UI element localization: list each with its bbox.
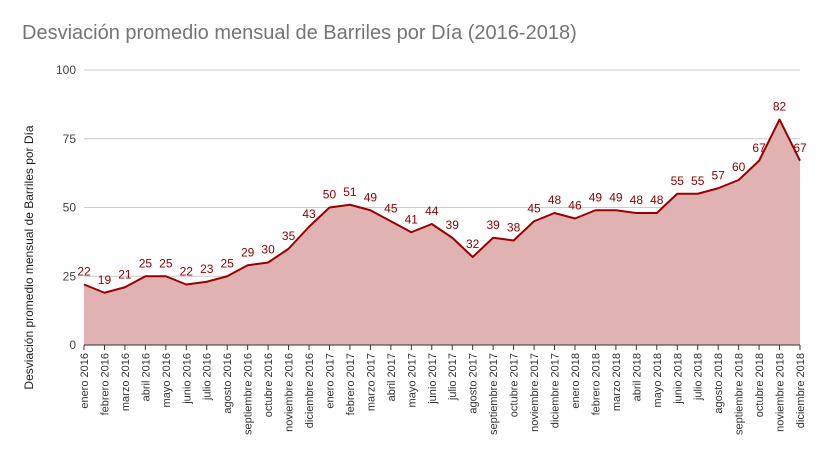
y-tick-label: 0 xyxy=(69,338,76,352)
data-label: 25 xyxy=(159,256,173,270)
x-tick-label: julio 2017 xyxy=(447,353,459,401)
x-tick-label: agosto 2016 xyxy=(222,353,234,414)
y-tick-label: 100 xyxy=(56,63,76,77)
x-tick-label: enero 2016 xyxy=(79,353,91,409)
x-tick-label: abril 2018 xyxy=(631,353,643,401)
data-label: 67 xyxy=(752,141,766,155)
x-tick-label: octubre 2017 xyxy=(509,353,521,417)
data-label: 49 xyxy=(364,190,378,204)
data-label: 30 xyxy=(261,243,275,257)
data-label: 82 xyxy=(773,100,787,114)
data-label: 22 xyxy=(180,265,194,279)
data-label: 25 xyxy=(139,256,153,270)
x-tick-label: mayo 2018 xyxy=(652,353,664,407)
data-label: 19 xyxy=(98,273,112,287)
data-label: 48 xyxy=(650,193,664,207)
data-label: 48 xyxy=(630,193,644,207)
x-tick-label: octubre 2016 xyxy=(263,353,275,417)
y-tick-label: 50 xyxy=(63,201,77,215)
chart-title: Desviación promedio mensual de Barriles … xyxy=(22,22,577,44)
data-label: 38 xyxy=(507,221,521,235)
x-tick-label: marzo 2018 xyxy=(611,353,623,411)
x-tick-label: marzo 2017 xyxy=(365,353,377,411)
data-label: 50 xyxy=(323,188,337,202)
data-label: 57 xyxy=(711,168,725,182)
data-label: 67 xyxy=(793,141,807,155)
data-label: 32 xyxy=(466,237,480,251)
x-tick-label: junio 2018 xyxy=(672,353,684,405)
x-tick-label: septiembre 2017 xyxy=(488,353,500,435)
x-tick-label: julio 2018 xyxy=(693,353,705,401)
x-tick-label: abril 2016 xyxy=(140,353,152,401)
x-tick-label: noviembre 2016 xyxy=(284,353,296,432)
data-label: 43 xyxy=(302,207,316,221)
data-label: 60 xyxy=(732,160,746,174)
area-fill xyxy=(84,119,800,345)
x-tick-label: noviembre 2018 xyxy=(775,353,787,432)
x-tick-label: febrero 2018 xyxy=(590,353,602,415)
data-label: 51 xyxy=(343,185,357,199)
x-tick-label: octubre 2018 xyxy=(754,353,766,417)
data-label: 23 xyxy=(200,262,214,276)
x-tick-label: junio 2017 xyxy=(427,353,439,405)
x-tick-label: diciembre 2018 xyxy=(795,353,807,428)
y-tick-label: 75 xyxy=(63,132,77,146)
x-tick-label: febrero 2017 xyxy=(345,353,357,415)
x-tick-label: septiembre 2016 xyxy=(243,353,255,435)
y-axis-title: Desviación promedio mensual de Barriles … xyxy=(22,125,36,389)
data-label: 25 xyxy=(221,256,235,270)
data-label: 45 xyxy=(527,201,541,215)
data-label: 55 xyxy=(691,174,705,188)
x-tick-label: febrero 2016 xyxy=(99,353,111,415)
x-tick-label: mayo 2016 xyxy=(161,353,173,407)
x-tick-label: diciembre 2017 xyxy=(550,353,562,428)
data-label: 49 xyxy=(609,190,623,204)
x-tick-label: marzo 2016 xyxy=(120,353,132,411)
x-tick-label: agosto 2017 xyxy=(468,353,480,414)
data-label: 39 xyxy=(486,218,500,232)
data-label: 29 xyxy=(241,245,255,259)
data-label: 46 xyxy=(568,199,582,213)
data-label: 55 xyxy=(671,174,685,188)
data-label: 48 xyxy=(548,193,562,207)
data-label: 49 xyxy=(589,190,603,204)
x-tick-label: abril 2017 xyxy=(386,353,398,401)
x-tick-label: enero 2017 xyxy=(324,353,336,409)
x-tick-label: agosto 2018 xyxy=(713,353,725,414)
data-label: 21 xyxy=(118,267,132,281)
y-tick-label: 25 xyxy=(63,269,77,283)
data-label: 45 xyxy=(384,201,398,215)
series-line xyxy=(83,118,801,294)
data-label: 39 xyxy=(446,218,460,232)
x-tick-label: diciembre 2016 xyxy=(304,353,316,428)
data-label: 41 xyxy=(405,212,419,226)
x-tick-label: julio 2016 xyxy=(202,353,214,401)
x-tick-label: mayo 2017 xyxy=(406,353,418,407)
x-tick-label: septiembre 2018 xyxy=(734,353,746,435)
x-tick-label: noviembre 2017 xyxy=(529,353,541,432)
data-label: 22 xyxy=(77,265,91,279)
x-tick-label: junio 2016 xyxy=(181,353,193,405)
x-tick-label: enero 2018 xyxy=(570,353,582,409)
data-label: 35 xyxy=(282,229,296,243)
data-label: 44 xyxy=(425,204,439,218)
